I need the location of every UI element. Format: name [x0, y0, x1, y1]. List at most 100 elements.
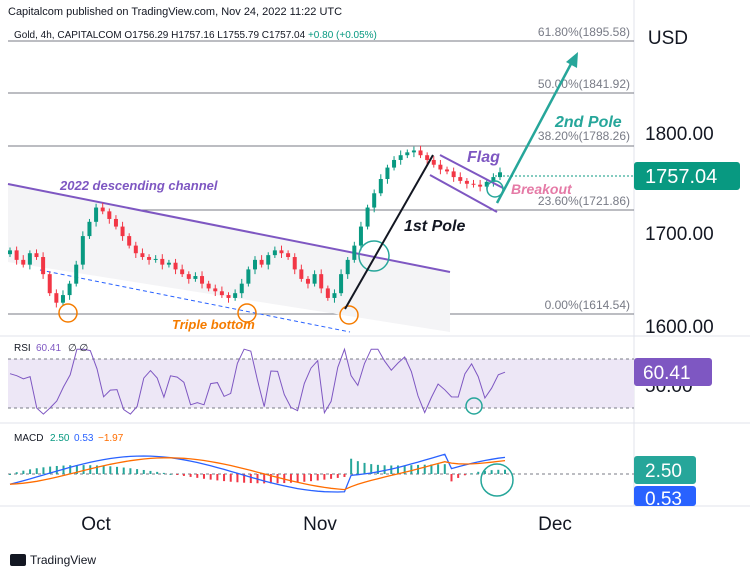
macd-histogram-bar	[450, 474, 453, 482]
macd-histogram	[9, 458, 506, 484]
macd-histogram-bar	[376, 464, 379, 474]
candle-body	[120, 226, 125, 237]
candle-body	[219, 291, 224, 296]
macd-histogram-bar	[383, 465, 386, 474]
candle-body	[305, 278, 310, 284]
rsi-flags: ∅ ∅	[68, 343, 88, 354]
first-pole-line	[344, 154, 434, 310]
macd-histogram-bar	[310, 474, 313, 482]
candle-body	[365, 207, 370, 227]
macd-circle	[480, 463, 514, 497]
candle-body	[239, 283, 244, 294]
candle-body	[418, 150, 423, 156]
candle-body	[431, 159, 436, 165]
macd-histogram-bar	[276, 474, 279, 484]
candle-body	[378, 179, 383, 194]
low-value: L1755.79	[217, 30, 260, 41]
signal-badge-value: 0.53	[645, 489, 682, 510]
candle-body	[266, 255, 271, 265]
macd-histogram-bar	[75, 465, 78, 474]
macd-histogram-bar	[463, 474, 466, 476]
candle-body	[113, 218, 118, 227]
macd-histogram-bar	[176, 474, 179, 475]
macd-histogram-bar	[330, 474, 333, 479]
candle-body	[54, 293, 59, 303]
candle-body	[286, 253, 291, 258]
candle-body	[186, 274, 191, 279]
candle-body	[153, 258, 158, 260]
macd-histogram-bar	[55, 465, 58, 474]
candle-body	[133, 245, 138, 254]
macd-histogram-bar	[142, 469, 145, 474]
candle-body	[358, 226, 363, 246]
candle-body	[74, 264, 79, 284]
time-tick-nov: Nov	[303, 514, 337, 535]
rsi-value: 60.41	[36, 343, 61, 354]
candle-body	[34, 253, 39, 258]
macd-histogram-bar	[490, 470, 493, 474]
fib-label-500: 50.00%(1841.92)	[538, 77, 630, 91]
candle-body	[140, 253, 145, 258]
candle-body	[253, 259, 257, 270]
macd-histogram-bar	[149, 470, 152, 474]
macd-histogram-bar	[22, 470, 25, 474]
macd-histogram-bar	[303, 474, 306, 482]
price-tick-1700: 1700.00	[645, 224, 714, 245]
candle-body	[127, 236, 132, 246]
macd-histogram-bar	[497, 469, 500, 474]
candle-body	[471, 183, 476, 185]
candle-body	[464, 180, 469, 184]
candle-body	[372, 193, 377, 208]
signal-value: 0.53	[74, 433, 94, 444]
channel-fill	[8, 184, 450, 332]
macd-histogram-bar	[89, 465, 92, 474]
candle-body	[425, 155, 430, 160]
bottom-circle-3	[339, 305, 359, 325]
candle-body	[107, 211, 112, 219]
macd-histogram-bar	[437, 464, 440, 474]
price-tick-1600: 1600.00	[645, 317, 714, 338]
candle-body	[47, 274, 52, 294]
candle-body	[458, 177, 463, 181]
open-value: O1756.29	[124, 30, 169, 41]
macd-histogram-bar	[269, 474, 272, 484]
signal-badge	[634, 486, 696, 506]
macd-histogram-bar	[209, 474, 212, 480]
candle-body	[279, 250, 284, 254]
macd-histogram-bar	[343, 474, 346, 477]
candle-body	[94, 207, 99, 222]
candle-body	[451, 171, 456, 178]
candle-body	[180, 269, 185, 275]
macd-histogram-bar	[42, 467, 45, 474]
candle-body	[398, 155, 403, 160]
macd-histogram-bar	[182, 474, 185, 476]
macd-histogram-bar	[122, 467, 125, 474]
macd-histogram-bar	[69, 465, 72, 474]
currency-label: USD	[647, 28, 688, 49]
candle-body	[339, 274, 344, 294]
macd-label: MACD	[14, 433, 43, 444]
channel-lower-line	[39, 269, 351, 333]
macd-histogram-bar	[363, 462, 366, 474]
macd-histogram-bar	[35, 468, 38, 474]
macd-histogram-bar	[457, 474, 460, 478]
macd-histogram-bar	[356, 461, 359, 474]
macd-histogram-bar	[169, 473, 172, 475]
macd-histogram-bar	[202, 474, 205, 479]
macd-histogram-bar	[423, 464, 426, 474]
tradingview-logo[interactable]: TradingView	[10, 553, 96, 567]
candle-body	[405, 152, 410, 156]
candle-body	[385, 167, 390, 179]
candle-body	[200, 276, 205, 284]
price-tick-1800: 1800.00	[645, 124, 714, 145]
rsi-badge	[634, 358, 712, 386]
last-price-value: 1757.04	[645, 166, 717, 188]
rsi-label: RSI	[14, 343, 31, 354]
breakout-circle	[486, 180, 504, 198]
channel-upper-line	[7, 183, 451, 273]
time-tick-oct: Oct	[81, 514, 111, 535]
channel-label: 2022 descending channel	[59, 178, 218, 193]
macd-histogram-bar	[370, 464, 373, 474]
macd-histogram-bar	[316, 474, 319, 481]
